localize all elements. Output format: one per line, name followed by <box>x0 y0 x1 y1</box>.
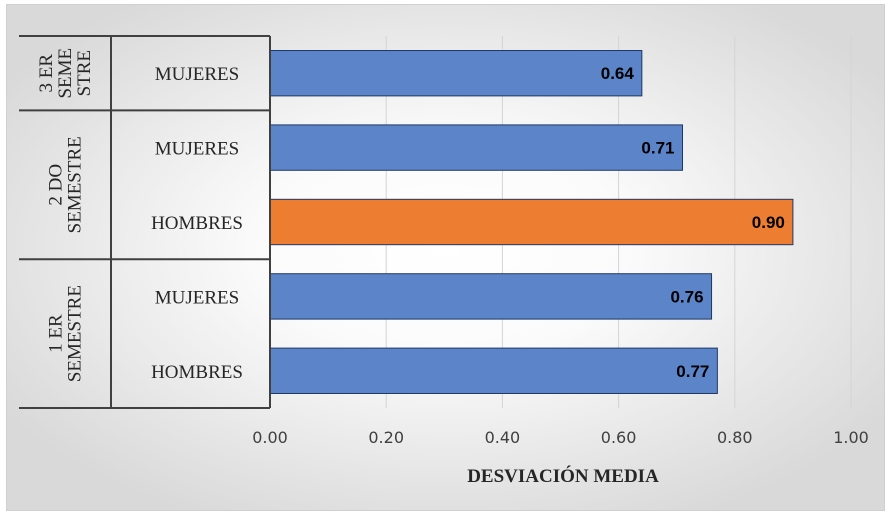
category-label: MUJERES <box>155 139 239 160</box>
x-tick-label: 0.60 <box>601 428 637 447</box>
x-tick-label: 1.00 <box>833 428 869 447</box>
group-label: 2 DOSEMESTRE <box>46 136 86 233</box>
category-label: HOMBRES <box>151 362 243 383</box>
x-tick-label: 0.80 <box>717 428 753 447</box>
group-labels: 3 ERSEMESTRE 2 DOSEMESTRE 1 ERSEMESTRE <box>19 35 271 409</box>
data-label: 0.71 <box>641 139 674 158</box>
x-tick-label: 0.00 <box>252 428 288 447</box>
bars: 0.64 0.71 0.90 0.76 0.77 <box>269 50 794 394</box>
x-tick-labels: 0.00 0.20 0.40 0.60 0.80 1.00 <box>252 428 869 447</box>
bar-mujeres <box>269 124 684 171</box>
bar-hombres <box>269 347 718 394</box>
data-label: 0.76 <box>670 287 703 306</box>
category-label: HOMBRES <box>151 213 243 234</box>
x-tick-label: 0.40 <box>485 428 521 447</box>
category-labels: MUJERES MUJERES HOMBRES MUJERES HOMBRES <box>151 64 243 383</box>
bar-mujeres <box>269 50 643 97</box>
category-label: MUJERES <box>155 287 239 308</box>
bar-hombres <box>269 198 794 246</box>
x-axis-title: DESVIACIÓN MEDIA <box>467 465 659 487</box>
group-label: 1 ERSEMESTRE <box>46 285 86 382</box>
data-label: 0.64 <box>601 64 635 83</box>
data-label: 0.90 <box>752 213 785 232</box>
category-label: MUJERES <box>155 64 239 85</box>
group-label: 3 ERSEMESTRE <box>36 48 95 99</box>
data-label: 0.77 <box>676 362 709 381</box>
bar-mujeres <box>269 273 713 320</box>
x-tick-label: 0.20 <box>368 428 404 447</box>
